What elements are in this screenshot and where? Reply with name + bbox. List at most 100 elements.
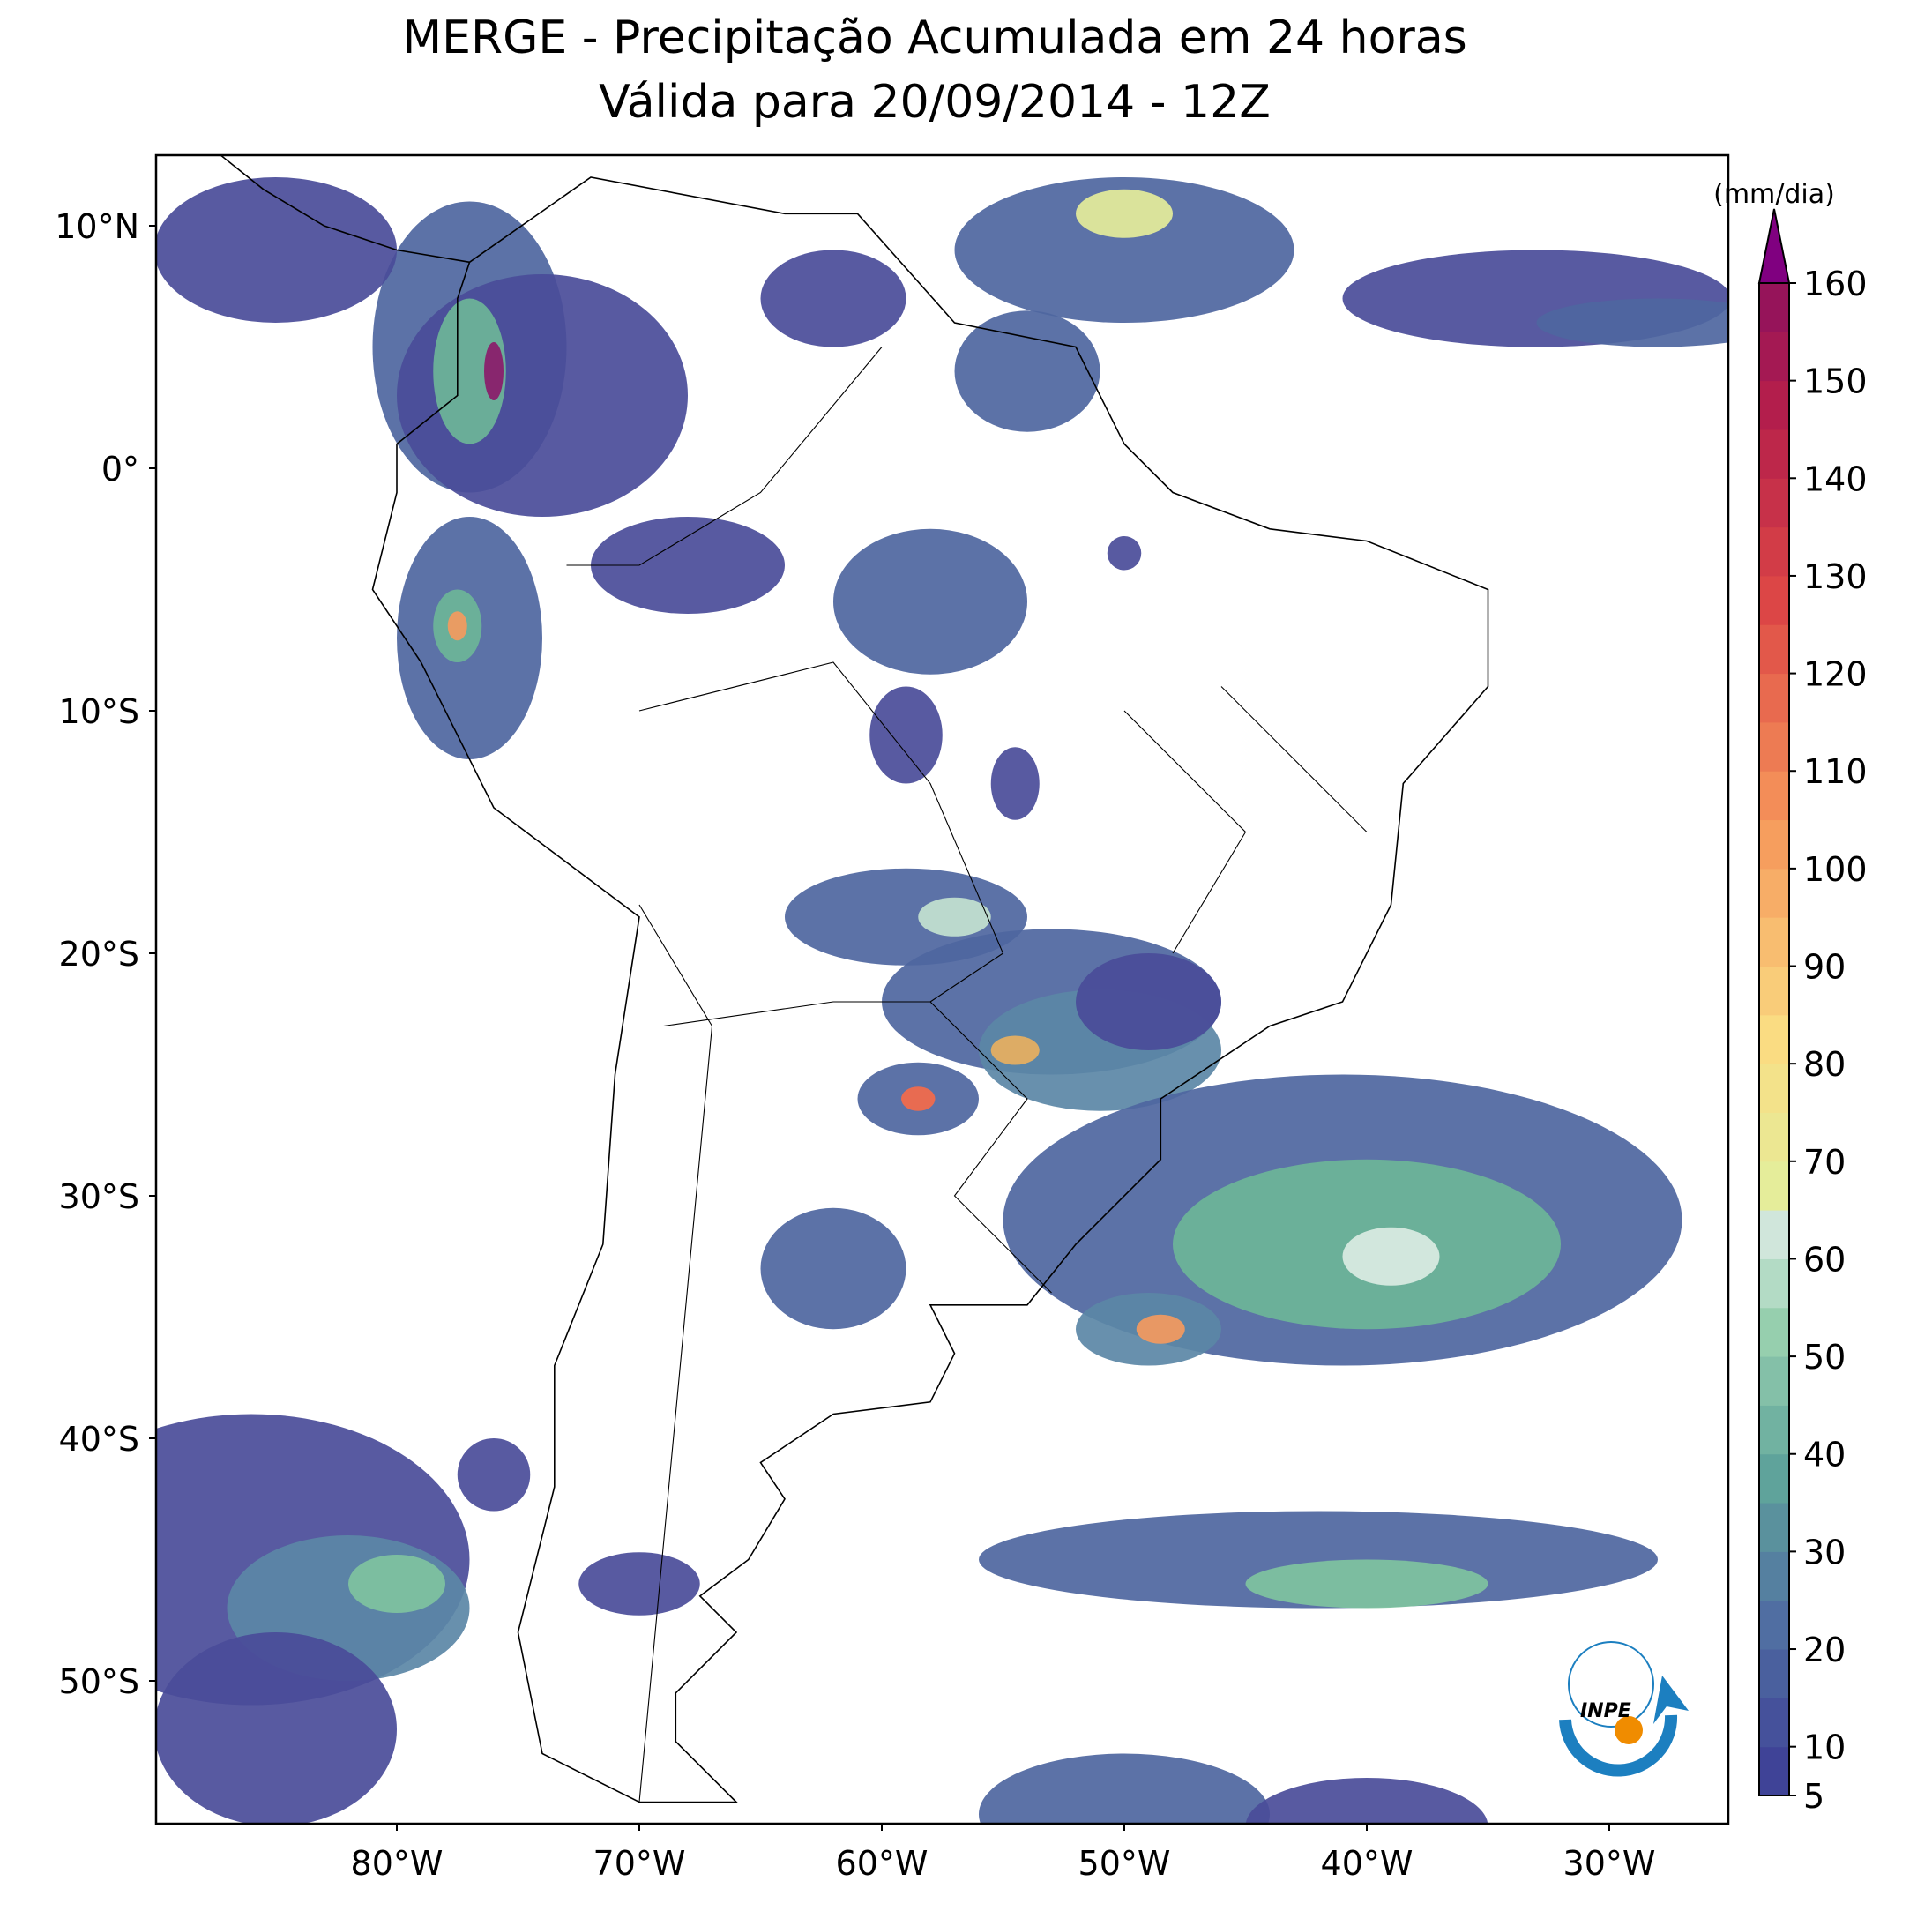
colorbar-band	[1759, 673, 1789, 723]
colorbar-frame	[1758, 282, 1790, 1796]
lon-label: 40°W	[1321, 1844, 1414, 1883]
lat-label: 20°S	[59, 935, 139, 974]
colorbar-band	[1759, 575, 1789, 625]
colorbar-tick-label: 20	[1803, 1631, 1846, 1669]
colorbar-band	[1759, 771, 1789, 821]
colorbar-tick-label: 80	[1803, 1045, 1846, 1084]
map	[156, 155, 1728, 1824]
colorbar-band	[1759, 966, 1789, 1016]
colorbar-band	[1759, 917, 1789, 967]
colorbar-band	[1759, 1356, 1789, 1406]
precip-area	[457, 1438, 531, 1512]
colorbar-band	[1759, 1453, 1789, 1504]
precip-area	[591, 517, 785, 614]
coastline	[219, 155, 1489, 1803]
precip-area	[833, 528, 1027, 675]
precip-area	[990, 747, 1040, 820]
colorbar-band	[1759, 721, 1789, 772]
colorbar-band	[1759, 526, 1789, 577]
colorbar-band	[1759, 429, 1789, 479]
border-line	[1220, 686, 1368, 832]
precip-area	[1076, 953, 1221, 1050]
colorbar-band	[1759, 1600, 1789, 1650]
lon-label: 80°W	[351, 1844, 444, 1883]
precip-area	[954, 177, 1294, 323]
precip-area	[990, 1035, 1040, 1065]
precip-area	[1536, 298, 1728, 347]
lat-label: 50°S	[59, 1662, 139, 1701]
colorbar-band	[1759, 819, 1789, 870]
precip-area	[954, 310, 1100, 432]
title: MERGE - Precipitação Acumulada em 24 hor…	[402, 11, 1467, 64]
precip-area	[1245, 1778, 1488, 1824]
logo-orbit	[1568, 1641, 1654, 1728]
colorbar-band	[1759, 1258, 1789, 1309]
logo: INPE	[1559, 1641, 1689, 1777]
colorbar-band	[1759, 1307, 1789, 1357]
lat-label: 10°N	[55, 207, 139, 246]
lat-label: 40°S	[59, 1420, 139, 1459]
colorbar-band	[1759, 1210, 1789, 1259]
colorbar-tick-label: 40	[1803, 1436, 1846, 1474]
subtitle: Válida para 20/09/2014 - 12Z	[599, 76, 1271, 129]
colorbar-tick-label: 90	[1803, 948, 1846, 987]
precip-area	[918, 897, 991, 937]
border-line	[1123, 710, 1247, 954]
map-frame	[154, 153, 1730, 1825]
precip-area	[760, 250, 906, 347]
colorbar-band	[1759, 1405, 1789, 1455]
colorbar-tick-label: 140	[1803, 459, 1868, 498]
map-layers	[156, 155, 1728, 1824]
precip-area	[1245, 1559, 1488, 1609]
logo-arrow	[1653, 1676, 1689, 1724]
precip-area	[869, 686, 943, 784]
logo-sun	[1615, 1716, 1643, 1744]
colorbar-tick-label: 60	[1803, 1240, 1846, 1279]
lat-label: 10°S	[59, 692, 139, 731]
precip-area	[760, 1207, 906, 1330]
colorbar-tick-label: 150	[1803, 362, 1868, 401]
precip-area	[484, 342, 504, 400]
precip-area	[1107, 536, 1142, 571]
border-line	[638, 661, 1004, 1003]
colorbar-band	[1759, 1112, 1789, 1162]
lon-label: 30°W	[1563, 1844, 1656, 1883]
precip-area	[1076, 189, 1173, 238]
colorbar-unit: (mm/dia)	[1713, 179, 1835, 210]
precip-area	[348, 1555, 445, 1613]
colorbar-band	[1759, 1698, 1789, 1748]
colorbar-tick-label: 130	[1803, 557, 1868, 596]
logo-arc	[1559, 1714, 1678, 1777]
colorbar-tick-label: 160	[1803, 265, 1868, 303]
colorbar-tick-label: 50	[1803, 1338, 1846, 1377]
colorbar-band	[1759, 1014, 1789, 1064]
colorbar-band	[1759, 1161, 1789, 1211]
colorbar: (mm/dia) 5 10 20 30 40 50 60 70 80 90 100 110 120 130 1…	[1713, 179, 1867, 1816]
border-line	[929, 1001, 1052, 1294]
lat-label: 30°S	[59, 1177, 139, 1216]
precip-area	[156, 1632, 397, 1824]
precip-area	[1136, 1314, 1185, 1344]
precip-area	[433, 298, 506, 444]
colorbar-tick-label: 5	[1803, 1777, 1824, 1816]
precip-area	[156, 177, 397, 323]
lon-label: 70°W	[593, 1844, 686, 1883]
lat-label: 0°	[101, 450, 139, 489]
colorbar-tick-label: 10	[1803, 1728, 1846, 1767]
colorbar-band	[1759, 868, 1789, 918]
precip-area	[901, 1086, 936, 1111]
colorbar-band	[1759, 332, 1789, 382]
colorbar-band	[1759, 1064, 1789, 1113]
border-line	[663, 1001, 930, 1027]
precip-area	[979, 1753, 1270, 1824]
colorbar-band	[1759, 478, 1789, 528]
colorbar-band	[1759, 1649, 1789, 1698]
colorbar-band	[1759, 624, 1789, 675]
colorbar-tick-label: 110	[1803, 752, 1868, 791]
colorbar-band	[1759, 1503, 1789, 1552]
lon-label: 50°W	[1078, 1844, 1171, 1883]
colorbar-tick-label: 30	[1803, 1533, 1846, 1571]
colorbar-tick-label: 70	[1803, 1143, 1846, 1182]
colorbar-band	[1759, 1551, 1789, 1601]
